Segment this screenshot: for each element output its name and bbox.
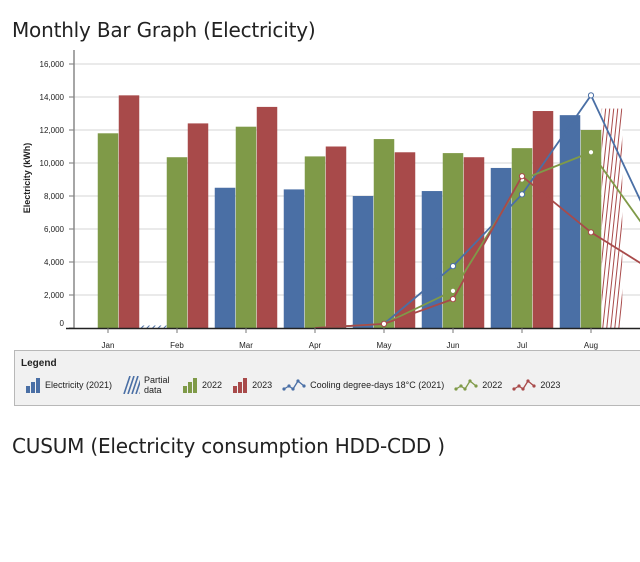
legend-item: Partial data bbox=[122, 375, 172, 395]
bar-electricity-2021--may bbox=[352, 196, 374, 328]
bar-icon bbox=[233, 378, 248, 393]
bar-2023-jul bbox=[532, 111, 554, 329]
y-tick-label: 14,000 bbox=[40, 93, 65, 102]
y-tick-label: 12,000 bbox=[40, 126, 65, 135]
hatch-icon bbox=[123, 376, 141, 394]
legend-item: 2023 bbox=[232, 377, 272, 393]
bar-2022-may bbox=[373, 139, 395, 328]
x-tick-label: Mar bbox=[239, 341, 253, 350]
bar-2022-jul bbox=[511, 148, 533, 328]
line-point bbox=[380, 320, 388, 327]
line-point bbox=[449, 287, 457, 294]
x-axis-ticks: Jan Feb Mar Apr May Jun Jul Aug bbox=[102, 328, 598, 350]
x-tick-label: Jun bbox=[447, 341, 460, 350]
legend-label: Partial data bbox=[144, 375, 170, 395]
legend-label: 2023 bbox=[252, 380, 273, 390]
line-icon bbox=[282, 379, 306, 391]
bar-2023-aug bbox=[601, 108, 623, 328]
y-tick-label: 0 bbox=[60, 319, 65, 328]
bar-2022-mar bbox=[235, 126, 257, 328]
bars bbox=[97, 95, 623, 329]
bar-icon bbox=[183, 378, 198, 393]
axes bbox=[66, 50, 640, 330]
bar-electricity-2021--jul bbox=[490, 167, 512, 328]
line-point bbox=[587, 229, 595, 236]
x-tick-label: Jan bbox=[102, 341, 115, 350]
degree-day-lines bbox=[314, 92, 640, 329]
legend-label: Electricity (2021) bbox=[45, 380, 113, 390]
bar-icon bbox=[26, 378, 40, 393]
line-point bbox=[449, 296, 457, 303]
bar-2023-feb bbox=[187, 123, 209, 329]
bar-2022-aug bbox=[580, 130, 602, 328]
legend-item: Cooling degree-days 18°C (2021) bbox=[282, 378, 444, 392]
bar-electricity-2021--jun bbox=[421, 191, 443, 328]
legend-label: 2023 bbox=[540, 380, 561, 390]
line-2 bbox=[314, 174, 640, 329]
cusum-title: CUSUM (Electricity consumption HDD-CDD ) bbox=[12, 434, 445, 458]
bar-2023-jun bbox=[463, 157, 485, 328]
y-axis-label: Electricity (kWh) bbox=[22, 143, 32, 214]
legend-title: Legend bbox=[21, 358, 57, 369]
x-tick-label: Apr bbox=[309, 341, 322, 350]
x-tick-label: Aug bbox=[584, 341, 598, 350]
y-tick-label: 6,000 bbox=[44, 225, 65, 234]
bar-electricity-2021--aug bbox=[559, 115, 581, 329]
x-tick-label: Feb bbox=[170, 341, 184, 350]
line-point bbox=[449, 263, 457, 270]
line-point bbox=[518, 191, 526, 198]
bar-electricity-2021--feb bbox=[139, 325, 175, 328]
legend-item: 2023 bbox=[512, 378, 560, 392]
legend-item: 2022 bbox=[454, 378, 502, 392]
y-axis-ticks: 0 2,000 4,000 6,000 8,000 10,000 12,000 14,000 1… bbox=[40, 60, 74, 329]
line-point bbox=[518, 173, 526, 180]
bar-chart: 0 2,000 4,000 6,000 8,000 10,000 12,000 14,000 1… bbox=[22, 50, 640, 350]
bar-2022-feb bbox=[166, 157, 188, 328]
y-tick-label: 2,000 bbox=[44, 291, 65, 300]
legend-label: 2022 bbox=[202, 380, 223, 390]
x-tick-label: May bbox=[376, 341, 391, 350]
legend-item: Electricity (2021) bbox=[25, 377, 112, 393]
legend-label: Cooling degree-days 18°C (2021) bbox=[310, 380, 445, 390]
y-tick-label: 16,000 bbox=[40, 60, 65, 69]
line-icon bbox=[512, 379, 536, 391]
legend-label: 2022 bbox=[482, 380, 503, 390]
y-tick-label: 8,000 bbox=[44, 192, 65, 201]
legend: Legend Electricity (2021) Partial data 202… bbox=[14, 350, 640, 406]
legend-items: Electricity (2021) Partial data 2022 2023 Co… bbox=[25, 375, 564, 395]
bar-2023-mar bbox=[256, 106, 278, 329]
chart-title: Monthly Bar Graph (Electricity) bbox=[12, 18, 316, 42]
bar-2022-apr bbox=[304, 156, 326, 328]
bar-electricity-2021--apr bbox=[283, 189, 305, 328]
bar-2023-may bbox=[394, 152, 416, 328]
line-point bbox=[587, 149, 595, 156]
bar-electricity-2021--mar bbox=[214, 187, 236, 328]
bar-2023-apr bbox=[325, 146, 347, 328]
y-tick-label: 4,000 bbox=[44, 258, 65, 267]
y-tick-label: 10,000 bbox=[40, 159, 65, 168]
legend-item: 2022 bbox=[182, 377, 222, 393]
bar-2022-jan bbox=[97, 133, 119, 328]
line-icon bbox=[454, 379, 478, 391]
bar-2023-jan bbox=[118, 95, 140, 328]
x-tick-label: Jul bbox=[517, 341, 527, 350]
line-point bbox=[587, 92, 595, 99]
